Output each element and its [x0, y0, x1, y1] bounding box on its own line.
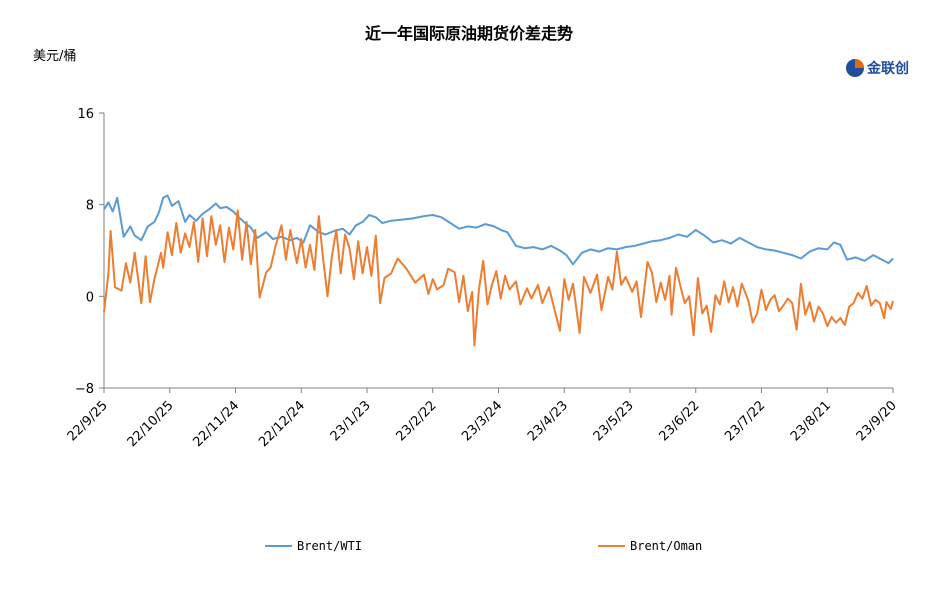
- logo-mark-orange: [855, 59, 864, 68]
- series-line-brent-oman: [103, 209, 894, 347]
- logo-icon: 金联创: [846, 59, 909, 77]
- y-tick-label: 0: [86, 290, 94, 305]
- x-tick-label: 23/9/20: [854, 398, 900, 444]
- legend-label: Brent/Oman: [630, 539, 702, 553]
- chart-axes: −8 0 8 16 22/9/25 22/10/25 22/11/24 22/12/24 23/…: [65, 107, 900, 450]
- series-line-brent-wti: [103, 194, 894, 266]
- y-axis-unit-label: 美元/桶: [33, 49, 77, 64]
- x-tick-label: 23/2/22: [394, 398, 440, 444]
- logo-text: 金联创: [866, 60, 909, 77]
- y-tick-label: −8: [75, 382, 94, 397]
- x-tick-label: 22/9/25: [65, 398, 111, 444]
- y-tick-label: 16: [77, 107, 94, 122]
- x-tick-label: 22/10/25: [125, 398, 177, 450]
- legend-label: Brent/WTI: [297, 539, 362, 553]
- x-tick-label: 23/8/21: [788, 398, 834, 444]
- chart-series-layer: [103, 194, 894, 347]
- y-tick-label: 8: [86, 199, 94, 214]
- chart-legend: Brent/WTI Brent/Oman: [265, 539, 702, 553]
- x-tick-label: 22/11/24: [190, 398, 242, 450]
- x-tick-label: 23/7/22: [722, 398, 768, 444]
- x-tick-label: 23/1/23: [328, 398, 374, 444]
- x-tick-label: 23/6/22: [657, 398, 703, 444]
- x-tick-label: 23/4/23: [525, 398, 571, 444]
- x-tick-label: 23/5/23: [591, 398, 637, 444]
- x-tick-label: 22/12/24: [256, 398, 308, 450]
- x-tick-label: 23/3/24: [459, 398, 505, 444]
- chart-title: 近一年国际原油期货价差走势: [364, 24, 573, 43]
